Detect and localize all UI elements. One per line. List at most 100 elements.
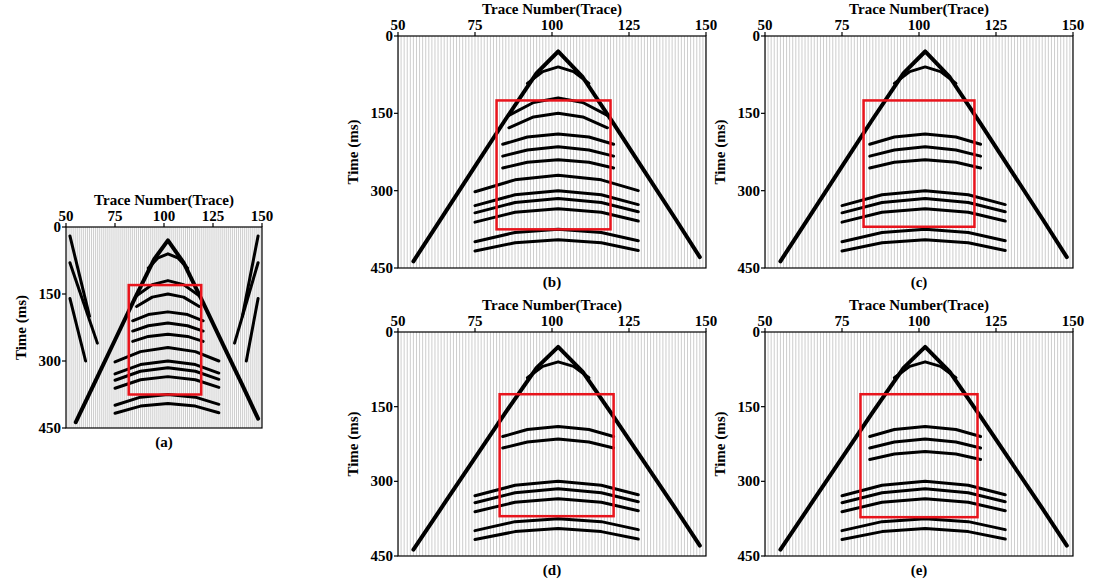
seismic-event [475, 240, 638, 251]
trace-line [1042, 332, 1043, 556]
trace-line [410, 36, 411, 268]
trace-line [207, 227, 208, 428]
trace-line [863, 332, 864, 556]
trace-line [475, 36, 476, 268]
x-axis-title: Trace Number(Trace) [94, 192, 234, 209]
y-axis-title: Time (ms) [712, 411, 729, 476]
x-tick-label: 75 [835, 17, 850, 33]
seismic-event [780, 347, 1066, 550]
trace-line [635, 332, 636, 556]
trace-line [792, 36, 793, 268]
trace-line [582, 36, 583, 268]
trace-line [530, 36, 531, 268]
trace-line [774, 36, 775, 268]
highlight-box [497, 100, 611, 229]
x-tick-label: 125 [985, 17, 1008, 33]
seismic-event [509, 113, 608, 127]
x-tick-label: 150 [695, 313, 718, 329]
trace-line [487, 332, 488, 556]
y-tick-label: 300 [738, 183, 761, 199]
trace-line [897, 332, 898, 556]
trace-line [1069, 36, 1070, 268]
y-tick-label: 300 [39, 353, 62, 369]
trace-line [1014, 36, 1015, 268]
trace-line [462, 332, 463, 556]
trace-line [244, 227, 245, 428]
trace-line [258, 227, 259, 428]
trace-line [952, 36, 953, 268]
trace-line [1032, 332, 1033, 556]
panel-label: (d) [543, 562, 561, 579]
events [413, 347, 699, 550]
y-tick-label: 150 [738, 105, 761, 121]
seismic-event [780, 51, 1066, 261]
trace-line [1008, 332, 1009, 556]
seismic-event [148, 254, 187, 268]
panel: 5075100125150Trace Number(Trace)01503004… [712, 297, 1084, 579]
panel-label: (c) [911, 274, 928, 291]
trace-line [783, 36, 784, 268]
trace-line [826, 36, 827, 268]
trace-line [428, 332, 429, 556]
trace-line [922, 332, 923, 556]
seismic-event [842, 198, 1005, 212]
trace-line [585, 36, 586, 268]
trace-line [109, 227, 110, 428]
plot-area [765, 36, 1073, 268]
trace-line [230, 227, 231, 428]
panel: 5075100125150Trace Number(Trace)01503004… [345, 1, 717, 291]
trace-line [925, 332, 926, 556]
seismic-event [870, 439, 981, 448]
y-tick [394, 190, 398, 191]
y-tick-label: 300 [371, 183, 394, 199]
trace-line [502, 36, 503, 268]
seismic-event [503, 160, 614, 168]
trace-line [419, 332, 420, 556]
seismic-event [475, 529, 638, 540]
y-tick-label: 450 [738, 548, 761, 564]
y-tick-label: 150 [738, 399, 761, 415]
trace-line [224, 227, 225, 428]
trace-line [854, 36, 855, 268]
events [70, 236, 258, 422]
trace-lines [765, 36, 1073, 268]
trace-line [693, 332, 694, 556]
trace-line [1002, 332, 1003, 556]
trace-line [931, 332, 932, 556]
plot-area [398, 36, 706, 268]
trace-line [582, 332, 583, 556]
trace-line [801, 36, 802, 268]
trace-line [900, 332, 901, 556]
seismic-event [527, 362, 589, 378]
trace-line [1020, 36, 1021, 268]
trace-line [635, 36, 636, 268]
trace-line [113, 227, 114, 428]
y-tick [761, 406, 765, 407]
trace-line [638, 332, 639, 556]
trace-lines [398, 332, 706, 556]
trace-line [771, 36, 772, 268]
trace-line [124, 227, 125, 428]
x-tick-label: 150 [1062, 313, 1085, 329]
trace-line [256, 227, 257, 428]
trace-line [1005, 36, 1006, 268]
trace-line [1017, 36, 1018, 268]
plot-area [765, 332, 1073, 556]
plot-area [398, 332, 706, 556]
trace-line [105, 227, 106, 428]
trace-line [441, 332, 442, 556]
trace-line [996, 332, 997, 556]
x-axis-title: Trace Number(Trace) [849, 297, 989, 314]
trace-line [533, 36, 534, 268]
seismic-event [503, 134, 614, 144]
trace-line [931, 36, 932, 268]
seismic-event [137, 294, 200, 307]
x-tick-label: 100 [908, 313, 931, 329]
trace-line [242, 227, 243, 428]
trace-line [1039, 332, 1040, 556]
trace-line [699, 332, 700, 556]
y-tick [394, 113, 398, 114]
trace-line [530, 332, 531, 556]
trace-line [416, 332, 417, 556]
trace-line [1060, 36, 1061, 268]
